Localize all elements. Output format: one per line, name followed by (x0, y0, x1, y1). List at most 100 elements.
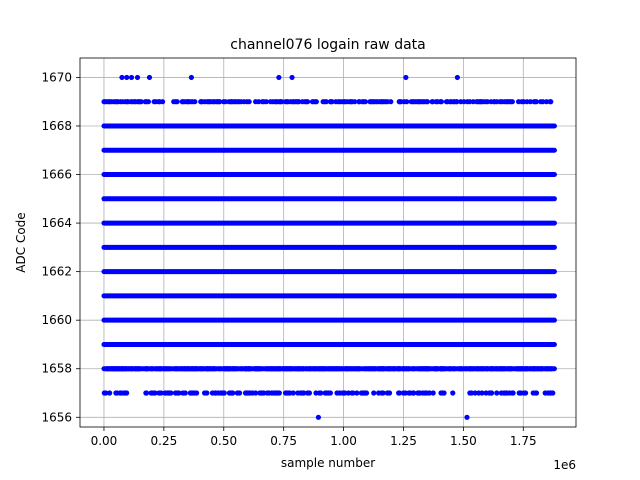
data-point (103, 390, 109, 396)
data-point (396, 366, 403, 372)
data-point (107, 390, 113, 396)
data-point (484, 99, 491, 105)
data-point (143, 390, 150, 396)
data-point (363, 390, 370, 396)
x-tick-label: 1.50 (450, 434, 477, 448)
ticks-layer: 0.00 0.25 0.50 0.75 1.00 1.25 1.50 1.75 1656 1658… (41, 70, 536, 448)
data-point (484, 366, 490, 372)
x-tick-label: 0.75 (270, 434, 297, 448)
data-point (550, 390, 556, 396)
data-point (138, 99, 144, 105)
data-point (350, 390, 356, 396)
data-point (403, 74, 409, 81)
data-point (352, 99, 358, 105)
data-point (134, 74, 141, 81)
data-point (451, 366, 457, 372)
data-point (158, 390, 164, 396)
data-point (410, 366, 417, 372)
data-point (323, 99, 329, 105)
data-point (430, 390, 436, 396)
y-tick-label: 1662 (41, 265, 72, 279)
data-point (327, 390, 333, 396)
data-point (276, 390, 282, 396)
data-point (438, 99, 445, 105)
data-point (253, 390, 259, 396)
data-point (362, 99, 368, 105)
data-point (258, 366, 264, 372)
data-point (204, 390, 210, 396)
data-point (463, 366, 469, 372)
data-point (380, 390, 386, 396)
data-point (533, 390, 540, 396)
y-tick-label: 1670 (41, 70, 72, 84)
x-tick-label: 1.00 (330, 434, 357, 448)
data-point (426, 390, 433, 396)
data-point (454, 99, 460, 105)
data-point (290, 390, 296, 396)
data-point (146, 74, 153, 81)
data-point (508, 366, 514, 372)
data-point (479, 390, 485, 396)
x-offset-label: 1e6 (553, 458, 576, 472)
data-point (211, 366, 218, 372)
data-point (441, 390, 447, 396)
data-point (404, 99, 410, 105)
data-point (152, 390, 158, 396)
data-point (467, 99, 473, 105)
x-tick-label: 0.25 (151, 434, 178, 448)
data-point (119, 74, 125, 81)
y-tick-label: 1668 (41, 119, 72, 133)
data-point (306, 390, 313, 396)
x-tick-label: 1.75 (510, 434, 537, 448)
data-point (381, 366, 387, 372)
data-point (128, 74, 135, 81)
data-point (236, 390, 243, 396)
data-point (238, 366, 245, 372)
data-point (356, 366, 362, 372)
data-point (174, 99, 180, 105)
data-point (488, 390, 495, 396)
chart-title: channel076 logain raw data (230, 37, 425, 53)
data-point (176, 390, 182, 396)
data-point (301, 390, 307, 396)
y-tick-label: 1666 (41, 168, 72, 182)
points-layer (101, 74, 557, 420)
data-point (472, 390, 478, 396)
y-tick-label: 1656 (41, 410, 72, 424)
data-point (468, 390, 475, 396)
data-point (329, 99, 335, 105)
data-point (256, 99, 262, 105)
data-point (454, 74, 460, 81)
data-point (494, 390, 500, 396)
data-point (450, 390, 456, 396)
data-point (192, 99, 198, 105)
data-point (527, 99, 534, 105)
x-tick-label: 0.50 (210, 434, 237, 448)
x-axis-label: sample number (281, 456, 375, 470)
y-tick-label: 1660 (41, 313, 72, 327)
data-point (124, 390, 130, 396)
data-point (426, 366, 432, 372)
data-point (233, 366, 240, 372)
y-axis-label: ADC Code (14, 212, 28, 272)
data-point (300, 366, 306, 372)
data-point (470, 366, 476, 372)
data-point (247, 366, 253, 372)
data-point (405, 366, 412, 372)
data-point (217, 99, 223, 105)
data-point (217, 366, 223, 372)
data-point (459, 366, 465, 372)
x-tick-label: 1.25 (390, 434, 417, 448)
data-point (289, 74, 295, 81)
data-point (149, 366, 155, 372)
data-point (318, 390, 324, 396)
data-point (540, 99, 546, 105)
data-point (371, 390, 377, 396)
data-point (304, 99, 311, 105)
x-tick-label: 0.00 (91, 434, 118, 448)
data-point (136, 366, 143, 372)
data-point (509, 99, 515, 105)
data-point (279, 99, 285, 105)
data-point (246, 99, 252, 105)
